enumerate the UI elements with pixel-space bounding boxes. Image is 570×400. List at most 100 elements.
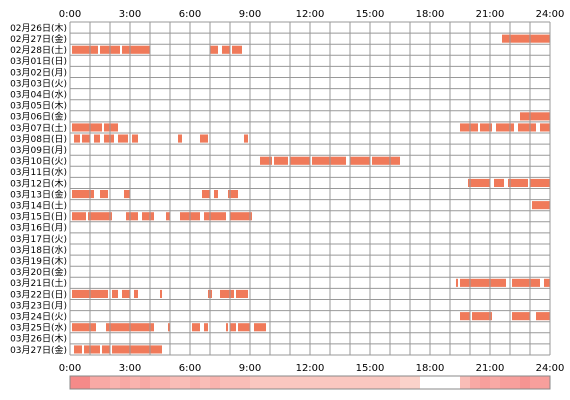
activity-bar-2-2 (122, 45, 150, 54)
x-tick-top-8: 24:00 (536, 9, 565, 20)
activity-bars (72, 34, 550, 354)
row-label-12: 03月10日(火) (10, 156, 67, 167)
activity-bar-15-1 (100, 190, 108, 199)
activity-bar-27-5 (226, 323, 228, 332)
activity-bar-24-3 (134, 289, 138, 298)
summary-cell-11 (180, 376, 191, 389)
activity-bar-9-6 (540, 123, 550, 132)
row-label-24: 03月22日(日) (10, 289, 67, 300)
activity-bar-15-0 (72, 190, 94, 199)
summary-cell-1 (80, 376, 91, 389)
summary-cell-34 (410, 376, 421, 389)
activity-bar-2-4 (222, 45, 230, 54)
summary-cell-19 (260, 376, 271, 389)
summary-cell-14 (210, 376, 221, 389)
activity-bar-26-2 (512, 312, 530, 321)
activity-bar-17-4 (166, 212, 170, 221)
row-label-2: 02月28日(土) (10, 44, 67, 56)
activity-bar-16-0 (532, 201, 550, 210)
summary-cell-23 (300, 376, 311, 389)
row-label-13: 03月11日(水) (10, 166, 67, 178)
activity-bar-27-7 (238, 323, 250, 332)
summary-cell-26 (330, 376, 341, 389)
summary-cell-43 (500, 376, 511, 389)
x-tick-bottom-2: 6:00 (179, 363, 201, 374)
activity-bar-24-2 (122, 289, 130, 298)
activity-bar-10-4 (118, 134, 128, 143)
summary-cell-44 (510, 376, 521, 389)
summary-cell-24 (310, 376, 321, 389)
activity-bar-29-1 (84, 345, 100, 354)
x-tick-bottom-3: 9:00 (239, 363, 261, 374)
summary-cell-0 (70, 376, 81, 389)
activity-bar-2-3 (210, 45, 218, 54)
activity-bar-12-2 (290, 156, 310, 165)
summary-cell-12 (190, 376, 201, 389)
summary-cell-2 (90, 376, 101, 389)
activity-bar-29-2 (102, 345, 110, 354)
row-label-16: 03月14日(土) (10, 200, 67, 212)
activity-bar-12-1 (274, 156, 288, 165)
activity-bar-9-0 (72, 123, 102, 132)
summary-cell-35 (420, 376, 431, 389)
summary-cell-46 (530, 376, 541, 389)
activity-bar-9-2 (460, 123, 478, 132)
x-tick-bottom-8: 24:00 (536, 363, 565, 374)
summary-cell-18 (250, 376, 261, 389)
activity-bar-12-5 (372, 156, 400, 165)
activity-bar-24-4 (160, 289, 162, 298)
activity-bar-9-5 (518, 123, 536, 132)
activity-bar-27-0 (72, 323, 96, 332)
summary-cell-6 (130, 376, 141, 389)
summary-cell-4 (110, 376, 121, 389)
x-tick-bottom-7: 21:00 (476, 363, 505, 374)
activity-bar-10-6 (178, 134, 182, 143)
summary-cell-41 (480, 376, 491, 389)
activity-bar-14-2 (508, 178, 528, 187)
summary-cell-42 (490, 376, 501, 389)
summary-cell-25 (320, 376, 331, 389)
summary-cell-36 (430, 376, 441, 389)
activity-bar-12-4 (350, 156, 370, 165)
activity-bar-10-0 (74, 134, 80, 143)
row-label-6: 03月04日(水) (10, 89, 67, 101)
activity-bar-15-2 (124, 190, 130, 199)
summary-cell-16 (230, 376, 241, 389)
activity-bar-17-7 (230, 212, 252, 221)
row-label-9: 03月07日(土) (10, 122, 67, 134)
summary-cell-21 (280, 376, 291, 389)
activity-bar-15-4 (214, 190, 218, 199)
activity-bar-14-0 (468, 178, 490, 187)
summary-cell-31 (380, 376, 391, 389)
row-label-21: 03月19日(木) (10, 255, 67, 267)
grid-lines (69, 21, 551, 356)
x-tick-top-0: 0:00 (59, 9, 81, 20)
summary-cell-7 (140, 376, 151, 389)
summary-cell-30 (370, 376, 381, 389)
activity-bar-9-4 (496, 123, 514, 132)
row-label-11: 03月09日(月) (10, 145, 67, 156)
summary-strip-border (69, 375, 551, 390)
row-label-27: 03月25日(水) (10, 322, 67, 334)
row-label-14: 03月12日(木) (10, 177, 67, 189)
activity-bar-15-5 (228, 190, 238, 199)
row-label-1: 02月27日(金) (10, 33, 67, 45)
summary-cell-20 (270, 376, 281, 389)
row-label-3: 03月01日(日) (10, 56, 67, 67)
activity-bar-8-0 (520, 112, 550, 121)
x-tick-top-6: 18:00 (416, 9, 445, 20)
activity-bar-17-2 (126, 212, 138, 221)
summary-cell-28 (350, 376, 361, 389)
activity-bar-9-3 (480, 123, 492, 132)
activity-bar-29-0 (74, 345, 82, 354)
activity-bar-27-4 (204, 323, 208, 332)
activity-bar-10-8 (244, 134, 248, 143)
row-label-5: 03月03日(火) (10, 78, 67, 89)
activity-bar-23-3 (544, 278, 550, 287)
row-label-28: 03月26日(木) (10, 333, 67, 345)
summary-cell-10 (170, 376, 181, 389)
x-tick-bottom-5: 15:00 (356, 363, 385, 374)
row-label-7: 03月05日(木) (10, 100, 67, 112)
activity-bar-23-0 (456, 278, 458, 287)
